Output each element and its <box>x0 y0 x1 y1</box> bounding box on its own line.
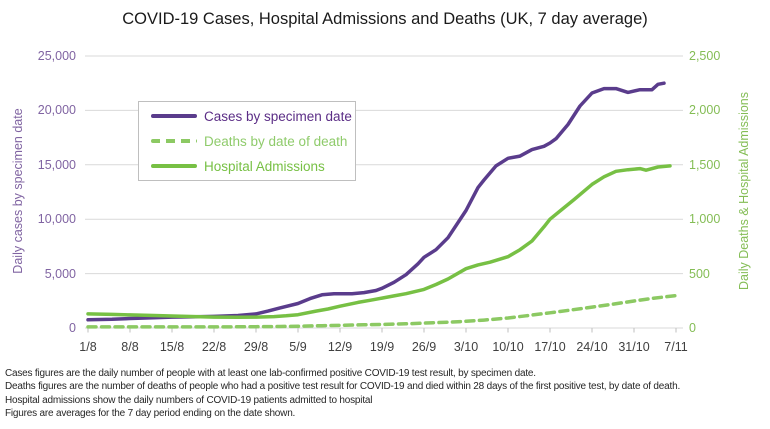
footnote-cases: Cases figures are the daily number of pe… <box>5 368 536 379</box>
y-left-tick-label: 10,000 <box>37 212 76 227</box>
x-axis-tick-label: 31/10 <box>618 340 650 354</box>
left-axis-title: Daily cases by specimen date <box>11 108 25 274</box>
x-axis-tick-label: 7/11 <box>664 340 688 354</box>
legend-label-admissions: Hospital Admissions <box>204 158 325 174</box>
cases-by-specimen-date-line <box>86 81 666 322</box>
y-left-tick-label: 5,000 <box>44 266 76 281</box>
footnote-averages: Figures are averages for the 7 day perio… <box>5 408 296 420</box>
legend-item-admissions: Hospital Admissions <box>139 155 355 177</box>
y-left-tick-label: 25,000 <box>37 49 76 63</box>
x-axis-tick-label: 17/10 <box>534 340 566 354</box>
chart-title: COVID-19 Cases, Hospital Admissions and … <box>122 10 648 28</box>
y-right-tick-label: 1,000 <box>689 212 721 227</box>
y-right-tick-label: 1,500 <box>689 157 721 172</box>
y-left-tick-label: 0 <box>69 321 76 335</box>
x-axis-tick-label: 3/10 <box>453 340 479 354</box>
deaths-by-date-of-death-line <box>86 293 678 329</box>
hospital-admissions-line <box>86 164 672 320</box>
deaths-line-swatch <box>151 139 197 143</box>
y-right-tick-label: 500 <box>689 266 710 281</box>
right-axis-title: Daily Deaths & Hospital Admissions <box>737 92 751 290</box>
legend-label-cases: Cases by specimen date <box>204 108 352 124</box>
x-axis-tick-label: 8/8 <box>121 340 139 354</box>
x-axis-tick-label: 24/10 <box>576 340 608 354</box>
x-axis-tick-label: 19/9 <box>369 340 395 354</box>
x-axis-tick-label: 15/8 <box>159 340 185 354</box>
legend: Cases by specimen date Deaths by date of… <box>138 101 356 181</box>
x-axis-tick-label: 22/8 <box>201 340 227 354</box>
footnote-deaths: Deaths figures are the number of deaths … <box>5 381 681 393</box>
x-axis-tick-label: 29/8 <box>243 340 269 354</box>
admissions-line-swatch <box>151 164 197 168</box>
y-right-tick-label: 0 <box>689 321 696 335</box>
y-right-tick-label: 2,000 <box>689 103 721 118</box>
legend-item-cases: Cases by specimen date <box>139 105 355 127</box>
x-axis-tick-label: 26/9 <box>411 340 437 354</box>
y-right-tick-label: 2,500 <box>689 49 721 63</box>
y-left-tick-label: 20,000 <box>37 103 76 118</box>
footnotes: Cases figures are the daily number of pe… <box>5 367 768 421</box>
x-axis-tick-label: 1/8 <box>79 340 97 354</box>
footnote-admissions: Hospital admissions show the daily numbe… <box>5 394 373 406</box>
x-axis-tick-label: 10/10 <box>492 340 524 354</box>
y-left-tick-label: 15,000 <box>37 157 76 172</box>
legend-item-deaths: Deaths by date of death <box>139 130 355 152</box>
x-axis-tick-label: 5/9 <box>289 340 307 354</box>
x-axis-tick-label: 12/9 <box>327 340 353 354</box>
legend-label-deaths: Deaths by date of death <box>204 133 348 149</box>
cases-line-swatch <box>151 114 197 118</box>
